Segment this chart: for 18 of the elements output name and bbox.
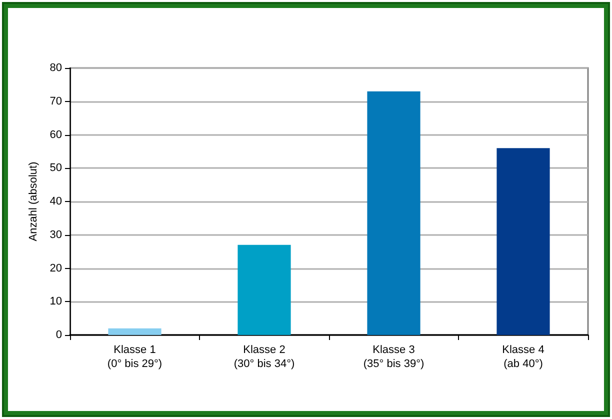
bar	[238, 244, 291, 335]
x-tick-label: Klasse 4 (ab 40°)	[502, 344, 544, 370]
y-tick-label: 10	[50, 296, 62, 308]
x-tick-label: Klasse 2 (30° bis 34°)	[234, 344, 295, 370]
y-tick-label: 40	[50, 196, 62, 208]
y-tick-label: 70	[50, 95, 62, 108]
bar	[367, 91, 420, 335]
bar	[496, 148, 550, 335]
x-tick-label: Klasse 3 (35° bis 39°)	[363, 344, 424, 370]
y-axis-title: Anzahl (absolut)	[27, 162, 40, 242]
y-tick-label: 50	[50, 162, 62, 174]
y-tick-label: 60	[50, 128, 62, 141]
y-tick-label: 0	[56, 329, 62, 341]
y-tick-label: 30	[50, 228, 62, 241]
x-tick-label: Klasse 1 (0° bis 29°)	[107, 344, 162, 370]
bar	[108, 328, 162, 335]
y-tick-label: 80	[50, 62, 62, 74]
y-tick-label: 20	[50, 262, 62, 274]
